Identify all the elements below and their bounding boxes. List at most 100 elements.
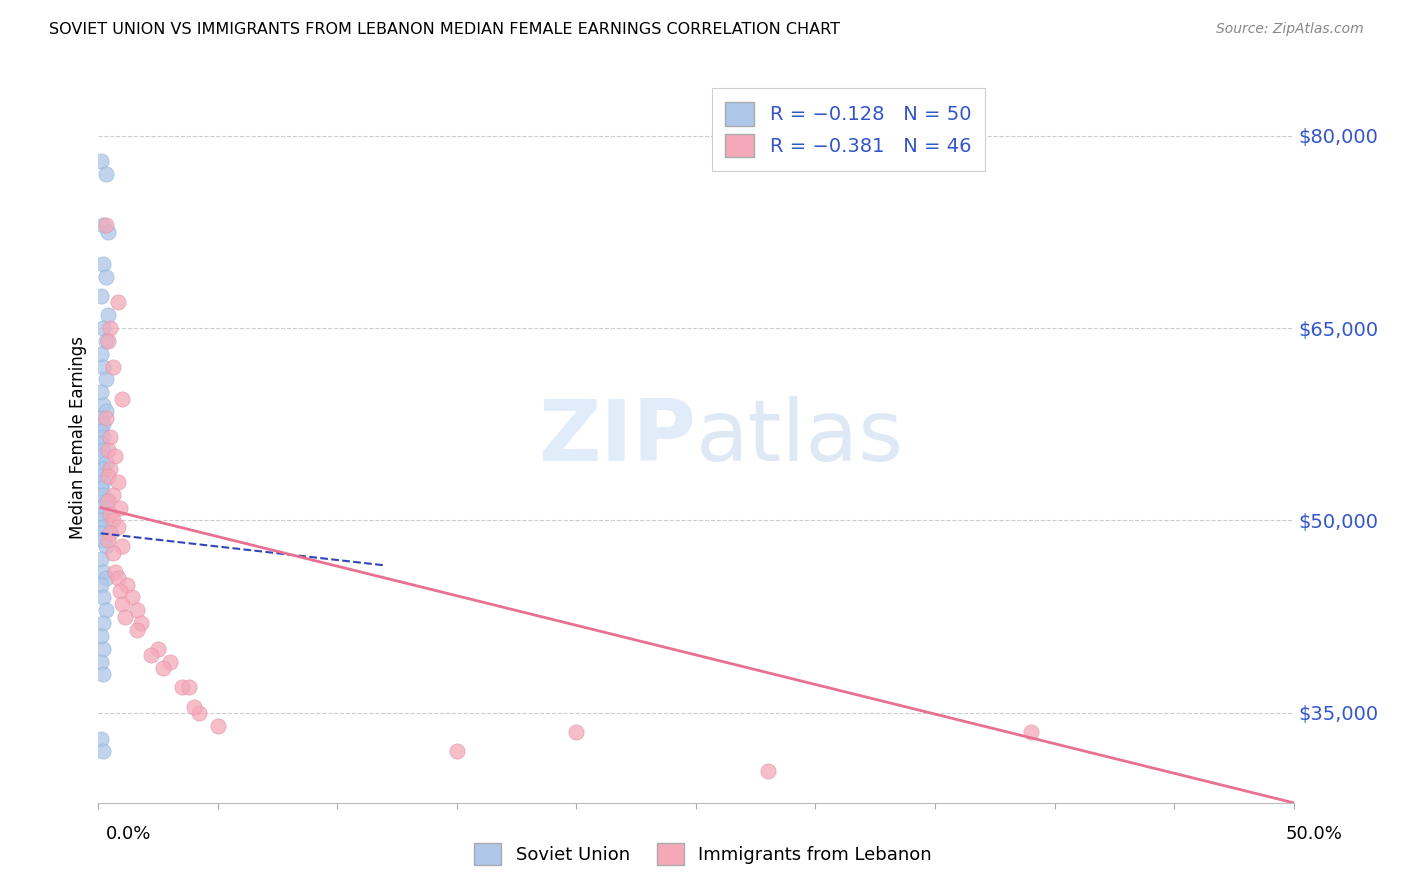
Point [94, 571, 117, 585]
Point [91, 219, 114, 233]
Point [97, 334, 120, 348]
Point [91, 565, 114, 579]
Point [90, 410, 112, 425]
Point [183, 699, 205, 714]
Point [91, 398, 114, 412]
Point [91, 488, 114, 502]
Point [101, 545, 124, 559]
Point [98, 462, 122, 476]
Point [91, 257, 114, 271]
Point [94, 539, 117, 553]
Y-axis label: Median Female Earnings: Median Female Earnings [69, 335, 87, 539]
Point [107, 520, 129, 534]
Point [94, 494, 117, 508]
Point [90, 655, 112, 669]
Point [97, 468, 120, 483]
Point [91, 744, 114, 758]
Point [152, 661, 174, 675]
Point [90, 514, 112, 528]
Point [90, 526, 112, 541]
Point [139, 648, 162, 663]
Point [104, 565, 127, 579]
Point [90, 500, 112, 515]
Point [108, 500, 131, 515]
Legend: R = −0.128   N = 50, R = −0.381   N = 46: R = −0.128 N = 50, R = −0.381 N = 46 [711, 88, 986, 171]
Point [97, 442, 120, 457]
Point [104, 450, 127, 464]
Point [91, 667, 114, 681]
Text: ZIP: ZIP [538, 395, 696, 479]
Text: atlas: atlas [696, 395, 904, 479]
Point [107, 295, 129, 310]
Point [179, 681, 201, 695]
Point [90, 289, 112, 303]
Point [91, 359, 114, 374]
Point [98, 430, 122, 444]
Point [148, 641, 170, 656]
Point [91, 475, 114, 489]
Point [1019, 725, 1042, 739]
Point [91, 641, 114, 656]
Text: 50.0%: 50.0% [1286, 825, 1343, 843]
Point [94, 372, 117, 386]
Point [97, 494, 120, 508]
Point [91, 417, 114, 432]
Point [111, 539, 134, 553]
Point [756, 764, 779, 778]
Point [94, 456, 117, 470]
Point [107, 475, 129, 489]
Point [90, 629, 112, 643]
Point [90, 385, 112, 400]
Point [125, 623, 148, 637]
Point [91, 462, 114, 476]
Point [94, 603, 117, 617]
Point [90, 468, 112, 483]
Point [101, 514, 124, 528]
Point [90, 436, 112, 450]
Point [121, 591, 143, 605]
Point [98, 507, 122, 521]
Point [97, 225, 120, 239]
Text: SOVIET UNION VS IMMIGRANTS FROM LEBANON MEDIAN FEMALE EARNINGS CORRELATION CHART: SOVIET UNION VS IMMIGRANTS FROM LEBANON … [49, 22, 841, 37]
Point [98, 321, 122, 335]
Point [97, 308, 120, 322]
Point [91, 533, 114, 547]
Point [131, 616, 153, 631]
Point [90, 346, 112, 360]
Point [90, 482, 112, 496]
Point [91, 591, 114, 605]
Point [94, 334, 117, 348]
Point [98, 526, 122, 541]
Point [125, 603, 148, 617]
Point [94, 404, 117, 418]
Point [115, 577, 138, 591]
Point [107, 571, 129, 585]
Point [94, 167, 117, 181]
Point [90, 154, 112, 169]
Point [114, 609, 136, 624]
Point [90, 552, 112, 566]
Point [565, 725, 588, 739]
Point [97, 533, 120, 547]
Point [172, 681, 194, 695]
Point [108, 584, 131, 599]
Point [91, 442, 114, 457]
Point [101, 359, 124, 374]
Point [91, 430, 114, 444]
Point [187, 706, 209, 720]
Point [90, 450, 112, 464]
Point [101, 488, 124, 502]
Point [90, 577, 112, 591]
Point [94, 410, 117, 425]
Point [91, 520, 114, 534]
Point [111, 392, 134, 406]
Point [207, 719, 229, 733]
Legend: Soviet Union, Immigrants from Lebanon: Soviet Union, Immigrants from Lebanon [465, 834, 941, 874]
Point [111, 597, 134, 611]
Point [94, 219, 117, 233]
Point [90, 731, 112, 746]
Point [94, 269, 117, 284]
Point [446, 744, 468, 758]
Text: 0.0%: 0.0% [105, 825, 150, 843]
Point [90, 424, 112, 438]
